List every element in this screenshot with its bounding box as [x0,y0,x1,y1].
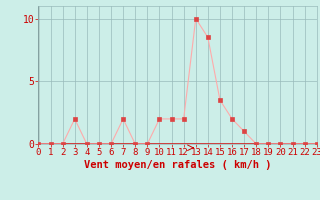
X-axis label: Vent moyen/en rafales ( km/h ): Vent moyen/en rafales ( km/h ) [84,160,271,170]
